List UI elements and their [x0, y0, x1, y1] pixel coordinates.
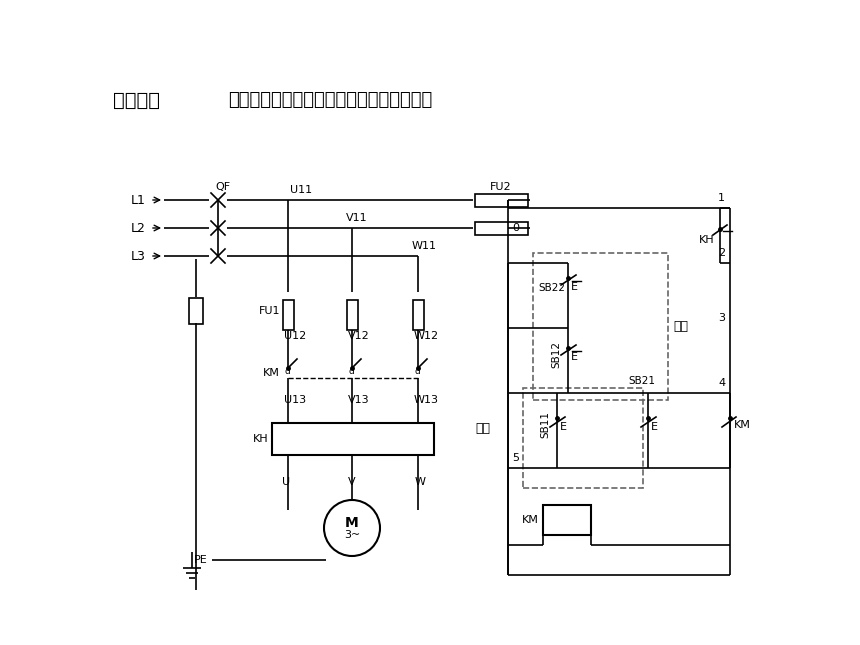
Text: V13: V13	[348, 395, 370, 405]
Text: FU1: FU1	[259, 306, 280, 316]
Text: SB12: SB12	[551, 341, 561, 368]
Text: W11: W11	[412, 241, 437, 251]
Text: SB22: SB22	[538, 283, 565, 293]
Text: 3~: 3~	[344, 530, 360, 540]
Bar	[413, 300, 424, 330]
Text: L3: L3	[131, 250, 146, 263]
Text: KH: KH	[252, 434, 268, 444]
Text: E: E	[571, 282, 578, 292]
Text: U12: U12	[284, 331, 306, 341]
Text: 3: 3	[718, 313, 725, 323]
Text: KM: KM	[263, 368, 280, 378]
Text: 4: 4	[718, 378, 725, 388]
Text: E: E	[571, 352, 578, 362]
Text: 三相异步电动机多地控制电路的安装与检修: 三相异步电动机多地控制电路的安装与检修	[228, 91, 433, 109]
Text: W13: W13	[414, 395, 439, 405]
Bar	[347, 300, 358, 330]
Text: 乙地: 乙地	[673, 319, 688, 333]
Text: SB11: SB11	[540, 412, 550, 439]
Text: E: E	[560, 422, 567, 432]
Bar	[475, 222, 528, 235]
Text: U13: U13	[284, 395, 306, 405]
Bar	[475, 194, 528, 207]
Text: V11: V11	[346, 213, 367, 223]
Text: L2: L2	[131, 221, 146, 235]
Text: U: U	[282, 477, 290, 487]
Circle shape	[324, 500, 380, 556]
Text: V12: V12	[348, 331, 370, 341]
Bar	[533, 253, 668, 400]
Text: V: V	[348, 477, 356, 487]
Text: 5: 5	[512, 453, 519, 463]
Text: 0: 0	[512, 223, 519, 233]
Bar	[189, 298, 203, 324]
Text: E: E	[651, 422, 658, 432]
Bar	[272, 423, 434, 455]
Text: W: W	[415, 477, 426, 487]
Text: d: d	[348, 368, 353, 377]
Text: QF: QF	[215, 182, 230, 192]
Text: KH: KH	[699, 235, 715, 245]
Text: U11: U11	[290, 185, 312, 195]
Text: W12: W12	[414, 331, 439, 341]
Text: 工作任务: 工作任务	[113, 90, 160, 110]
Text: M: M	[345, 516, 359, 530]
Bar	[523, 388, 643, 488]
Text: KM: KM	[522, 515, 539, 525]
Bar	[283, 300, 294, 330]
Text: 1: 1	[718, 193, 725, 203]
Text: 甲地: 甲地	[475, 421, 490, 435]
Text: d: d	[415, 368, 420, 377]
Text: PE: PE	[194, 555, 208, 565]
Text: L1: L1	[131, 194, 146, 206]
Bar	[543, 505, 591, 535]
Text: FU2: FU2	[490, 182, 512, 192]
Text: 2: 2	[718, 248, 725, 258]
Text: SB21: SB21	[628, 376, 655, 386]
Text: KM: KM	[734, 420, 751, 430]
Text: d: d	[284, 368, 290, 377]
